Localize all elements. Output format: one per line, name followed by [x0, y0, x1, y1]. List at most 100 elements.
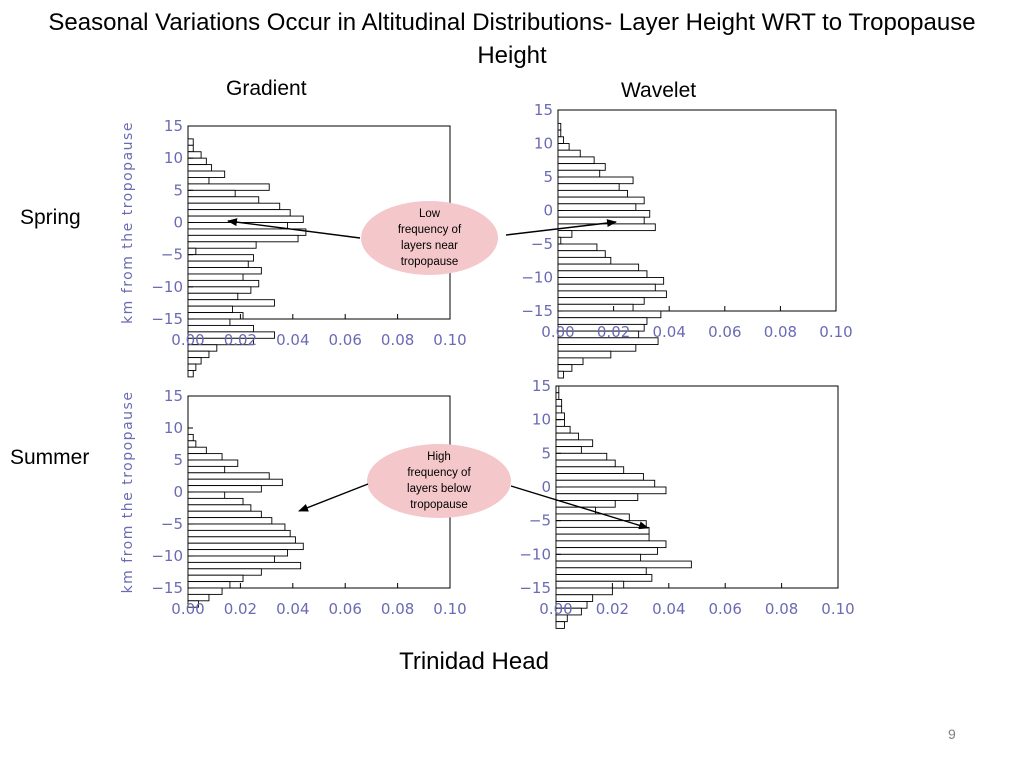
column-header-wavelet: Wavelet	[621, 79, 697, 102]
x-tick-label: 0.06	[328, 600, 361, 618]
histogram-bar	[187, 260, 249, 268]
histogram-bar	[557, 283, 656, 292]
histogram-bar	[557, 156, 595, 165]
histogram-bar	[187, 510, 262, 519]
slide-title: Seasonal Variations Occur in Altitudinal…	[48, 9, 976, 69]
histogram-bar	[557, 230, 573, 238]
annotation-line: tropopause	[410, 499, 468, 511]
histogram-bar	[555, 479, 656, 488]
histogram-bar	[557, 256, 612, 265]
wavelet-spring-histogram: 0.00 0.02 0.04 0.06 0.08 0.10 15 10 5 0 −5 −10 −15	[521, 101, 853, 379]
x-tick-label: 0.00	[171, 331, 204, 349]
histogram-bar	[187, 459, 239, 467]
histogram-bar	[555, 506, 596, 515]
histogram-bar	[187, 279, 260, 288]
histogram-bar	[187, 587, 223, 595]
histogram-bar	[557, 243, 598, 252]
histogram-bar	[557, 350, 612, 359]
y-tick-label: −10	[151, 278, 183, 296]
x-tick-label: 0.06	[328, 331, 361, 349]
y-tick-label: 5	[543, 168, 553, 186]
annotation-bubble-high-frequency: High frequency of layers below tropopaus…	[367, 444, 511, 518]
histogram-bar	[187, 138, 194, 146]
y-tick-label: 0	[173, 214, 183, 232]
y-tick-label: −5	[529, 512, 551, 530]
histogram-bar	[555, 399, 563, 407]
histogram-bar	[187, 504, 252, 512]
y-tick-label: −15	[519, 579, 551, 597]
histogram-bar	[187, 337, 254, 346]
histogram-bar	[187, 273, 244, 281]
y-tick-label: 0	[541, 478, 551, 496]
y-tick-label: 5	[173, 181, 183, 199]
y-tick-label: 15	[164, 387, 183, 405]
histogram-bar	[187, 241, 257, 249]
histogram-bar	[187, 581, 231, 589]
histogram-bar	[187, 247, 197, 256]
histogram-bar	[187, 568, 262, 576]
histogram-bar	[555, 473, 644, 481]
annotation-line: layers near	[401, 240, 458, 252]
histogram-bar	[557, 357, 584, 366]
histogram-bar	[555, 466, 625, 474]
gradient-summer-histogram: 0.00 0.02 0.04 0.06 0.08 0.10 15 10 5 0 −5 −10 −15 km…	[120, 387, 467, 618]
histogram-bar	[187, 600, 199, 608]
histogram-bar	[187, 177, 210, 185]
histogram-bar	[187, 305, 233, 314]
histogram-bar	[555, 405, 563, 414]
y-tick-label: −10	[151, 547, 183, 565]
histogram-bar	[557, 136, 565, 144]
histogram-bar	[555, 553, 642, 562]
histogram-bar	[555, 560, 692, 569]
histogram-bar	[187, 561, 302, 570]
histogram-bar	[555, 392, 560, 400]
histogram-bar	[187, 465, 226, 474]
station-label: Trinidad Head	[399, 648, 549, 675]
histogram-bar	[557, 236, 562, 245]
histogram-bar	[187, 574, 244, 583]
histogram-bar	[557, 364, 573, 372]
y-tick-label: −5	[531, 235, 553, 253]
histogram-bar	[555, 500, 616, 508]
histogram-bar	[557, 196, 645, 205]
histogram-bar	[555, 520, 647, 528]
histogram-bar	[187, 318, 231, 326]
histogram-bar	[555, 486, 667, 495]
histogram-bar	[555, 574, 653, 582]
histogram-bar	[555, 459, 616, 468]
histogram-bar	[187, 491, 226, 499]
histogram-bar	[555, 439, 594, 448]
page-number: 9	[948, 726, 956, 742]
y-tick-label: 10	[534, 135, 553, 153]
histogram-bar	[557, 203, 637, 211]
x-tick-label: 0.04	[652, 600, 685, 618]
x-tick-label: 0.06	[708, 600, 741, 618]
wavelet-summer-histogram: 0.00 0.02 0.04 0.06 0.08 0.10 15 10 5 0 −5 −10 −15	[519, 377, 855, 629]
y-tick-label: −5	[161, 515, 183, 533]
annotation-line: layers below	[407, 483, 471, 495]
y-tick-label: 10	[164, 419, 183, 437]
histogram-bar	[187, 440, 197, 448]
histogram-bar	[187, 215, 304, 223]
histogram-bar	[187, 189, 236, 198]
histogram-bar	[557, 290, 667, 299]
histogram-bar	[187, 453, 223, 461]
histogram-bar	[557, 143, 570, 151]
histogram-bar	[557, 189, 628, 198]
histogram-bar	[555, 526, 650, 535]
histogram-bar	[187, 267, 262, 275]
x-tick-label: 0.08	[381, 600, 414, 618]
histogram-bar	[187, 170, 226, 178]
histogram-bar	[557, 297, 645, 305]
histogram-bar	[187, 183, 270, 191]
x-tick-label: 0.04	[276, 331, 309, 349]
histogram-bar	[187, 517, 273, 525]
x-tick-label: 0.10	[819, 323, 852, 341]
histogram-bar	[187, 254, 254, 262]
histogram-bar	[187, 292, 239, 301]
histogram-bar	[187, 363, 197, 371]
x-tick-label: 0.08	[765, 600, 798, 618]
histogram-bar	[555, 446, 582, 454]
histogram-bar	[557, 176, 634, 185]
histogram-bar	[557, 303, 634, 312]
